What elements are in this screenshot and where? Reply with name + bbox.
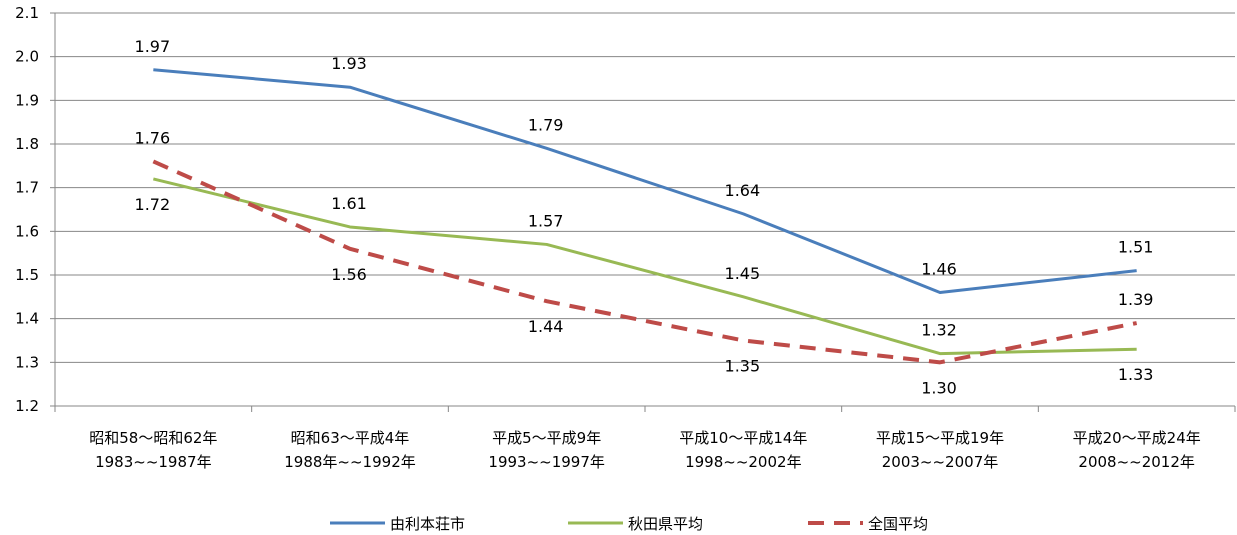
y-tick-label: 1.7 (15, 179, 39, 197)
y-tick-label: 1.5 (15, 266, 39, 284)
series-line-1 (152, 177, 1137, 356)
data-label: 1.93 (331, 54, 367, 73)
y-tick-label: 1.6 (15, 222, 39, 240)
x-tick-label: 1988年~~1992年 (284, 453, 416, 471)
data-label: 1.33 (1118, 365, 1154, 384)
data-label: 1.44 (528, 317, 564, 336)
data-label: 1.76 (135, 128, 171, 147)
data-labels: 1.97 1.93 1.79 1.64 1.46 1.51 1.72 1.61 1.57 1.45… (135, 37, 1154, 398)
data-label: 1.61 (331, 194, 367, 213)
data-label: 1.56 (331, 265, 367, 284)
y-tick-label: 1.3 (15, 353, 39, 371)
x-tick-label: 平成15～平成19年 (876, 429, 1004, 447)
data-label: 1.64 (725, 181, 761, 200)
legend-label-0: 由利本荘市 (390, 515, 465, 533)
legend-label-2: 全国平均 (868, 515, 928, 533)
y-tick-label: 1.4 (15, 310, 39, 328)
y-tick-label: 2.1 (15, 4, 39, 22)
series-lines (152, 68, 1138, 365)
data-label: 1.45 (725, 264, 761, 283)
x-tick-label: 平成10～平成14年 (679, 429, 807, 447)
data-label: 1.72 (135, 195, 171, 214)
y-axis: 1.2 1.3 1.4 1.5 1.6 1.7 1.8 1.9 2.0 2.1 (15, 4, 56, 415)
y-tick-label: 1.2 (15, 397, 39, 415)
x-axis: 昭和58～昭和62年 1983~~1987年 昭和63～平成4年 1988年~~199… (54, 405, 1236, 471)
legend: 由利本荘市 秋田県平均 全国平均 (330, 515, 928, 533)
y-tick-label: 1.9 (15, 91, 39, 109)
x-tick-label: 1983~~1987年 (95, 453, 212, 471)
legend-label-1: 秋田県平均 (628, 515, 703, 533)
x-tick-label: 昭和63～平成4年 (291, 429, 410, 447)
x-tick-label: 平成20～平成24年 (1073, 429, 1201, 447)
data-label: 1.30 (921, 378, 957, 397)
data-label: 1.57 (528, 211, 564, 230)
data-label: 1.79 (528, 115, 564, 134)
x-tick-label: 2008~~2012年 (1078, 453, 1195, 471)
data-label: 1.35 (725, 357, 761, 376)
x-tick-label: 1998~~2002年 (685, 453, 802, 471)
data-label: 1.97 (135, 37, 171, 56)
data-label: 1.46 (921, 259, 957, 278)
x-tick-label: 昭和58～昭和62年 (89, 429, 217, 447)
data-label: 1.39 (1118, 290, 1154, 309)
series-line-2 (152, 159, 1138, 365)
series-line-0 (153, 68, 1137, 294)
x-tick-label: 2003~~2007年 (882, 453, 999, 471)
y-tick-label: 2.0 (15, 48, 39, 66)
grid-lines (55, 12, 1235, 363)
data-label: 1.51 (1118, 238, 1154, 257)
x-tick-label: 平成5～平成9年 (492, 429, 601, 447)
data-label: 1.32 (921, 321, 957, 340)
y-tick-label: 1.8 (15, 135, 39, 153)
x-tick-label: 1993~~1997年 (488, 453, 605, 471)
